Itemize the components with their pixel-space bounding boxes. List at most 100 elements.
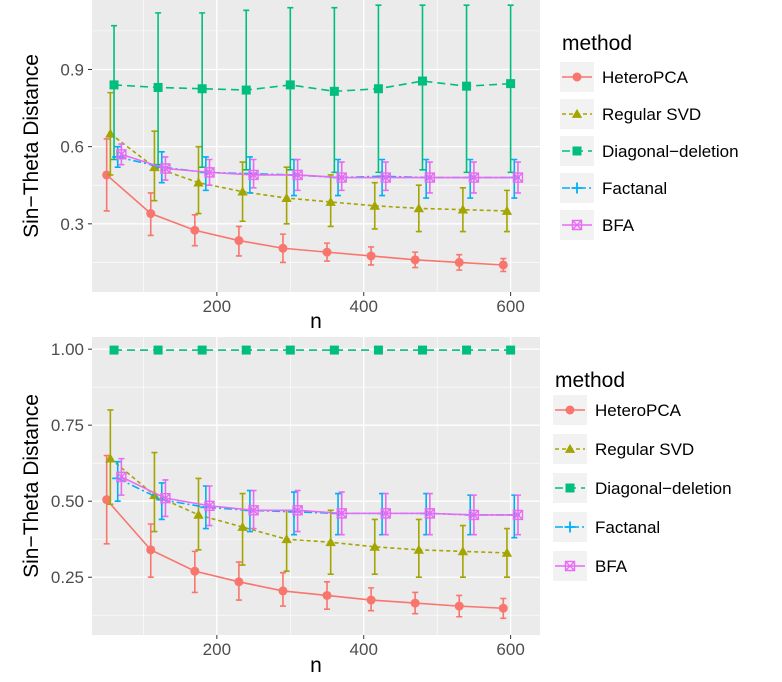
data-point — [234, 236, 244, 246]
data-point — [241, 85, 251, 95]
error-bar — [338, 161, 345, 192]
series-Diagonal−deletion — [109, 4, 516, 174]
data-point — [373, 345, 383, 355]
data-point — [109, 345, 119, 355]
series-line — [106, 499, 504, 610]
series-BFA — [116, 457, 524, 536]
data-point — [336, 508, 347, 519]
data-point — [454, 257, 464, 267]
data-point — [329, 86, 339, 96]
data-point — [160, 163, 171, 174]
data-point — [149, 162, 160, 172]
data-point — [248, 169, 259, 181]
x-tick-label: 600 — [496, 640, 524, 659]
series-line — [121, 476, 518, 516]
legend-key-marker — [571, 108, 583, 118]
x-axis-title: n — [310, 310, 322, 333]
error-bar — [250, 158, 257, 189]
legend-label: Diagonal−deletion — [602, 142, 739, 161]
data-point — [190, 225, 200, 235]
data-point — [424, 508, 436, 519]
legend-key-marker — [565, 483, 575, 493]
data-point — [116, 149, 127, 160]
data-point — [325, 537, 336, 547]
data-point — [153, 345, 163, 355]
data-point — [410, 598, 420, 608]
data-point — [457, 204, 469, 214]
plot-area — [102, 345, 524, 620]
data-point — [512, 509, 524, 521]
plot-area — [102, 4, 524, 273]
data-point — [322, 247, 332, 257]
error-bar — [111, 24, 118, 161]
y-tick-label: 0.9 — [60, 60, 84, 79]
legend-label: HeteroPCA — [602, 68, 689, 87]
legend-key-marker — [565, 405, 575, 415]
data-point — [160, 492, 171, 504]
data-point — [204, 500, 215, 511]
legend-key-marker — [571, 219, 583, 231]
panel-1: 200 400 600 0.3 0.6 0.9 n Sin−Theta Distance met… — [20, 0, 739, 333]
legend-key-marker — [564, 560, 576, 572]
legend-title: method — [555, 369, 625, 392]
data-point — [498, 260, 508, 270]
data-point — [506, 79, 516, 89]
legend-label: Factanal — [595, 518, 660, 537]
data-point — [285, 345, 295, 355]
data-point — [366, 595, 376, 605]
legend: method HeteroPCA Regular SVD Diagonal−delet… — [553, 369, 732, 581]
data-point — [190, 566, 200, 576]
data-point — [237, 521, 248, 531]
data-point — [102, 170, 112, 180]
legend-key-marker — [571, 182, 583, 194]
data-point — [329, 345, 339, 355]
panel-background — [92, 337, 540, 635]
data-point — [462, 81, 472, 91]
data-point — [292, 169, 303, 181]
y-axis-title: Sin−Theta Distance — [20, 394, 43, 578]
data-point — [285, 80, 295, 90]
data-point — [424, 172, 436, 183]
data-point — [413, 203, 424, 213]
legend-label: Regular SVD — [595, 440, 694, 459]
legend-label: Factanal — [602, 179, 667, 198]
error-bar — [507, 4, 514, 174]
data-point — [410, 255, 420, 265]
data-point — [105, 453, 116, 463]
panel-2: 200 400 600 0.25 0.50 0.75 1.00 n Sin−Theta Dist… — [20, 337, 732, 677]
data-point — [468, 172, 480, 183]
y-tick-label: 0.75 — [51, 416, 84, 435]
data-point — [234, 577, 244, 587]
data-point — [501, 205, 513, 215]
data-point — [506, 345, 516, 355]
data-point — [281, 192, 292, 202]
series-Regular SVD — [105, 91, 513, 233]
data-point — [336, 172, 347, 183]
data-point — [204, 167, 215, 178]
data-point — [512, 172, 524, 183]
series-line — [113, 80, 511, 93]
legend-label: Regular SVD — [602, 105, 701, 124]
data-point — [278, 586, 288, 596]
data-point — [468, 509, 480, 521]
data-point — [278, 243, 288, 253]
data-point — [281, 534, 292, 544]
x-tick-label: 400 — [350, 297, 378, 316]
data-point — [193, 177, 204, 187]
data-point — [380, 508, 391, 519]
legend-label: Diagonal−deletion — [595, 479, 732, 498]
series-HeteroPCA — [102, 454, 508, 620]
legend-label: BFA — [595, 557, 628, 576]
data-point — [197, 84, 207, 94]
legend-label: HeteroPCA — [595, 401, 682, 420]
series-line — [121, 153, 518, 179]
error-bar — [382, 161, 389, 192]
series-Diagonal−deletion — [109, 345, 516, 355]
data-point — [146, 545, 156, 555]
y-tick-label: 1.00 — [51, 340, 84, 359]
legend-label: BFA — [602, 216, 635, 235]
series-Regular SVD — [105, 409, 513, 579]
series-Factanal — [112, 460, 520, 539]
x-axis-title: n — [310, 654, 322, 677]
legend-key-marker — [572, 146, 582, 156]
